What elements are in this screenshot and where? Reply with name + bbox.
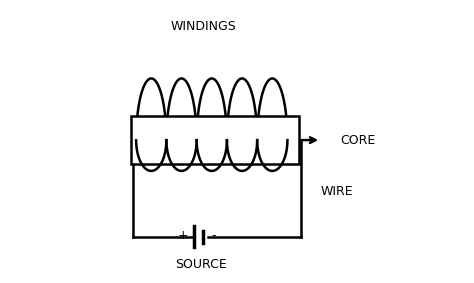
Text: +: + [178,229,189,242]
Bar [130,116,299,164]
Text: CORE: CORE [341,134,376,147]
Text: SOURCE: SOURCE [175,258,227,271]
Text: WINDINGS: WINDINGS [171,20,236,33]
Text: -: - [212,229,216,242]
Text: WIRE: WIRE [321,185,354,198]
